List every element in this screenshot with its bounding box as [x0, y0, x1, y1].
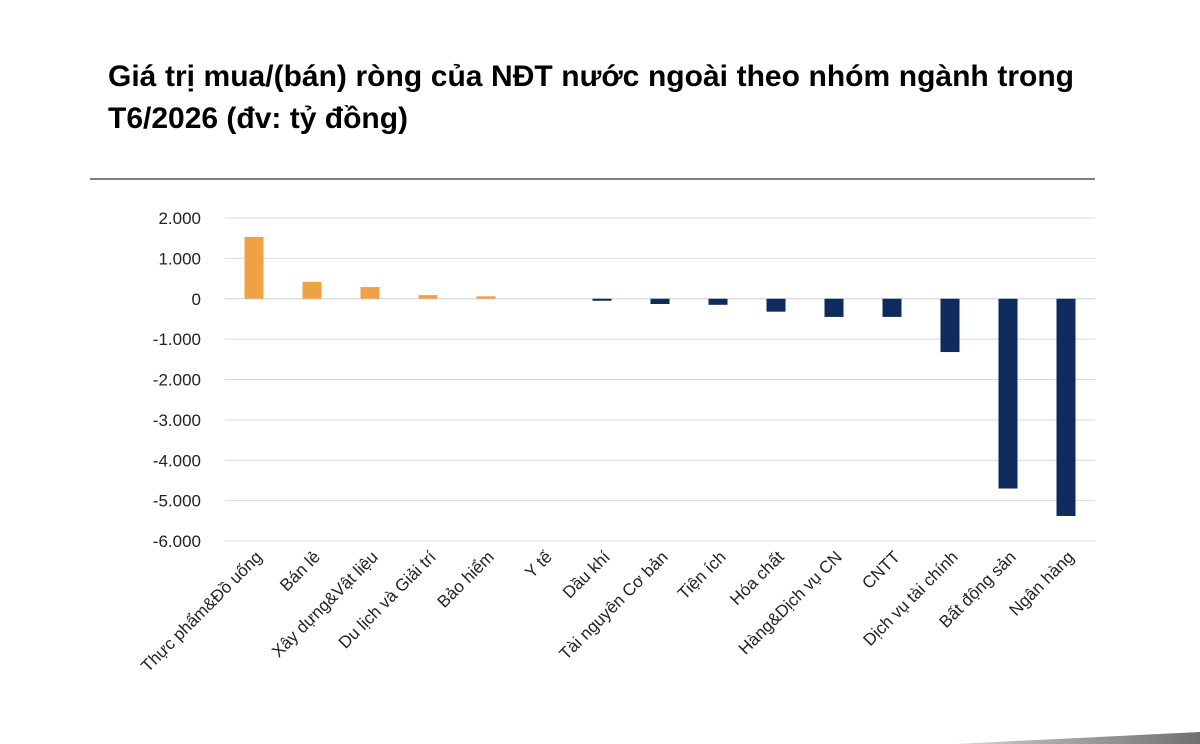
bar: [476, 296, 496, 299]
y-axis-tick-labels: 2.000 1.000 0 -1.000 -2.000 -3.000 -4.000 -5.00…: [153, 209, 201, 551]
bar: [998, 298, 1018, 489]
x-tick-label: Bảo hiểm: [434, 547, 498, 611]
x-tick-label: Xây dựng&Vật liệu: [268, 547, 382, 661]
x-tick-label: Y tế: [521, 547, 556, 582]
y-tick-label: 2.000: [158, 209, 201, 228]
bar: [418, 295, 438, 299]
x-tick-label: Du lịch và Giải trí: [335, 547, 440, 652]
y-tick-label: 0: [192, 290, 201, 309]
bar: [302, 281, 322, 299]
bar: [650, 298, 670, 304]
bar: [882, 298, 902, 317]
x-tick-label: Thực phẩm&Đồ uống: [137, 547, 265, 675]
y-tick-label: -2.000: [153, 371, 201, 390]
y-tick-label: -6.000: [153, 532, 201, 551]
bar: [940, 298, 960, 353]
chart-title: Giá trị mua/(bán) ròng của NĐT nước ngoà…: [108, 60, 1074, 135]
bar: [708, 298, 728, 305]
y-tick-label: -3.000: [153, 411, 201, 430]
bar: [824, 298, 844, 317]
x-tick-label: Tài nguyên Cơ bản: [556, 547, 672, 663]
bar: [1056, 298, 1076, 516]
y-tick-label: -5.000: [153, 492, 201, 511]
gridlines: [225, 217, 1095, 542]
bars: [244, 236, 1076, 516]
x-tick-label: Bán lẻ: [276, 547, 324, 595]
bar: [244, 236, 264, 299]
title-divider: [90, 178, 1095, 180]
bar: [360, 287, 380, 299]
y-tick-label: 1.000: [158, 249, 201, 268]
x-tick-label: Tiện ích: [674, 547, 730, 603]
x-tick-label: Hàng&Dịch vụ CN: [735, 547, 846, 658]
x-tick-label: Dầu khí: [559, 547, 614, 602]
bar: [592, 298, 612, 301]
y-tick-label: -4.000: [153, 451, 201, 470]
y-tick-label: -1.000: [153, 330, 201, 349]
bar: [766, 298, 786, 312]
x-tick-label: CNTT: [858, 547, 903, 592]
